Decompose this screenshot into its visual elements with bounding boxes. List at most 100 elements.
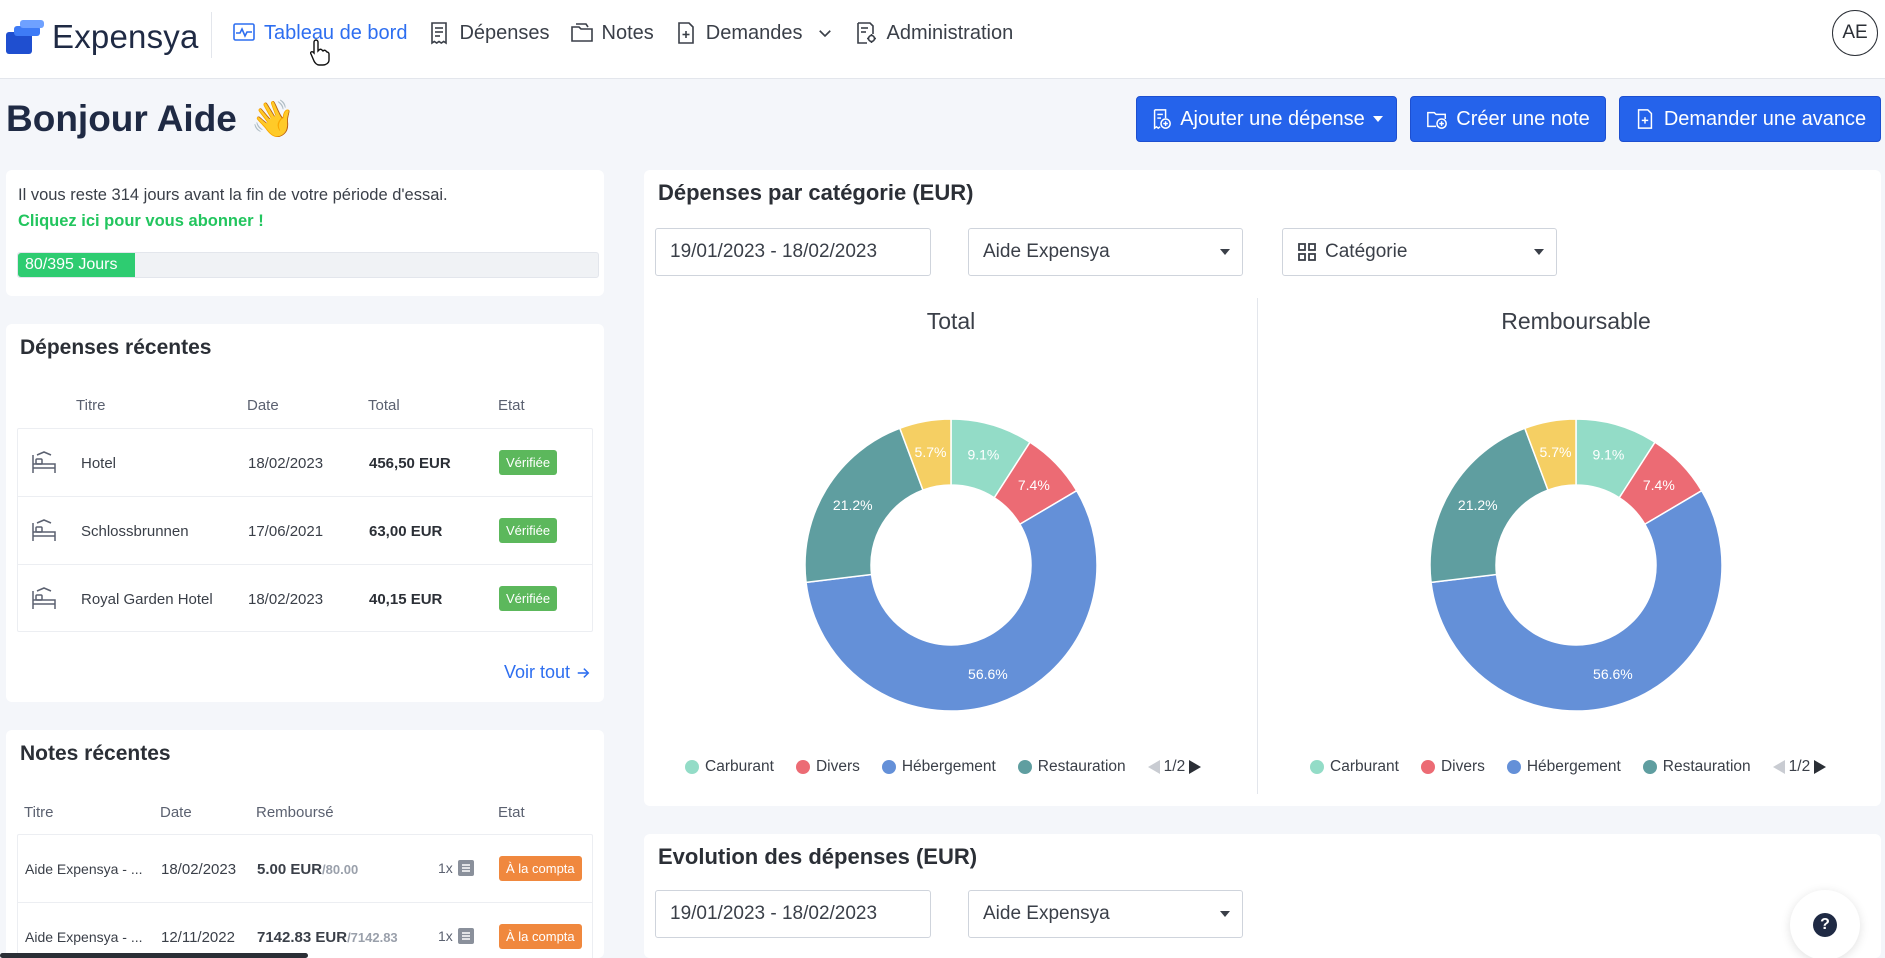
legend-item-hebergement[interactable]: Hébergement: [881, 758, 996, 776]
expense-title: Royal Garden Hotel: [81, 591, 213, 608]
donut-slice-hebergement[interactable]: [805, 489, 1098, 712]
legend-label: Carburant: [705, 758, 774, 775]
app-logo[interactable]: Expensya: [6, 18, 199, 56]
hotel-bed-icon: [32, 587, 56, 609]
legend-label: Hébergement: [1526, 758, 1621, 775]
column-header-title: Titre: [76, 397, 106, 414]
legend-dot: [881, 760, 896, 774]
legend-item-restauration[interactable]: Restauration: [1642, 758, 1751, 776]
table-row[interactable]: Schlossbrunnen 17/06/2021 63,00 EUR Véri…: [18, 497, 592, 565]
donut-slice-hebergement[interactable]: [1430, 489, 1723, 712]
slice-percent-label: 21.2%: [833, 497, 873, 513]
table-row[interactable]: Aide Expensya - ... 12/11/2022 7142.83 E…: [18, 903, 592, 958]
app-name: Expensya: [52, 18, 199, 55]
expensya-logo-icon: [6, 18, 44, 56]
legend-label: Divers: [1440, 758, 1485, 775]
table-row[interactable]: Aide Expensya - ... 18/02/2023 5.00 EUR/…: [18, 835, 592, 903]
expense-title: Hotel: [81, 455, 117, 472]
category-expenses-panel: Dépenses par catégorie (EUR) 19/01/2023 …: [644, 170, 1881, 806]
caret-down-icon: [1534, 249, 1544, 255]
pager-prev-icon[interactable]: [1772, 760, 1785, 774]
table-row[interactable]: Royal Garden Hotel 18/02/2023 40,15 EUR …: [18, 565, 592, 633]
legend-item-carburant[interactable]: Carburant: [1310, 758, 1399, 776]
status-badge: Vérifiée: [499, 586, 558, 611]
selected-user: Aide Expensya: [983, 241, 1110, 262]
hand-cursor-icon: [310, 39, 330, 66]
donut-slice-autre[interactable]: [1523, 418, 1577, 492]
slice-percent-label: 5.7%: [915, 444, 947, 460]
status-badge: À la compta: [499, 856, 582, 881]
nav-item-requests[interactable]: Demandes: [674, 18, 835, 48]
pager-next-icon[interactable]: [1189, 760, 1202, 774]
category-date-range-input[interactable]: 19/01/2023 - 18/02/2023: [655, 228, 931, 276]
expense-date: 18/02/2023: [248, 455, 324, 472]
top-navigation-bar: Expensya Tableau de bord Dépenses Notes …: [0, 0, 1885, 79]
nav-item-administration[interactable]: Administration: [854, 18, 1013, 48]
create-note-button[interactable]: Créer une note: [1410, 96, 1606, 142]
recent-notes-card: Notes récentes Titre Date Remboursé Etat…: [6, 730, 604, 958]
arrow-right-icon: [577, 667, 590, 678]
category-grouping-select[interactable]: Catégorie: [1282, 228, 1557, 276]
slice-percent-label: 9.1%: [967, 447, 999, 463]
column-header-state: Etat: [498, 804, 525, 821]
category-user-select[interactable]: Aide Expensya: [968, 228, 1243, 276]
expense-total: 63,00 EUR: [369, 523, 443, 540]
nav-item-dashboard[interactable]: Tableau de bord: [232, 18, 407, 48]
pager-next-icon[interactable]: [1814, 760, 1827, 774]
list-icon: [457, 860, 474, 876]
total-chart-legend: Carburant Divers Hébergement Restauratio…: [685, 758, 1202, 776]
add-expense-button[interactable]: Ajouter une dépense: [1136, 96, 1397, 142]
note-amount-cell: 5.00 EUR/80.00: [257, 861, 358, 878]
category-panel-title: Dépenses par catégorie (EUR): [658, 180, 974, 205]
view-all-label: Voir tout: [503, 662, 570, 682]
expense-count: 1x: [438, 928, 453, 944]
user-avatar[interactable]: AE: [1832, 10, 1878, 56]
expense-total: 40,15 EUR: [369, 591, 443, 608]
table-row[interactable]: Hotel 18/02/2023 456,50 EUR Vérifiée: [18, 429, 592, 497]
legend-item-carburant[interactable]: Carburant: [685, 758, 774, 776]
nav-item-label: Notes: [601, 21, 654, 44]
waving-hand-emoji: 👋: [250, 98, 296, 139]
column-header-reimbursed: Remboursé: [256, 804, 334, 821]
expense-title: Schlossbrunnen: [81, 523, 189, 540]
donut-slice-restauration[interactable]: [1429, 427, 1549, 584]
note-expense-count: 1x: [438, 927, 475, 945]
legend-dot: [795, 760, 810, 774]
evolution-user-select[interactable]: Aide Expensya: [968, 890, 1243, 938]
caret-down-icon: [1220, 249, 1230, 255]
view-all-link[interactable]: Voir tout: [504, 662, 590, 683]
document-plus-icon: [677, 22, 694, 44]
hotel-bed-icon: [32, 519, 56, 541]
nav-item-label: Dépenses: [459, 21, 550, 44]
note-amount: 7142.83 EUR: [257, 929, 348, 946]
admin-settings-icon: [857, 22, 877, 44]
chart-title-total: Total: [926, 308, 976, 334]
help-button[interactable]: ?: [1790, 890, 1860, 958]
nav-divider: [211, 12, 212, 58]
nav-item-expenses[interactable]: Dépenses: [427, 18, 550, 48]
evolution-date-range-input[interactable]: 19/01/2023 - 18/02/2023: [655, 890, 931, 938]
nav-item-notes[interactable]: Notes: [570, 18, 654, 48]
legend-item-divers[interactable]: Divers: [1420, 758, 1485, 776]
note-total: /80.00: [322, 862, 359, 877]
question-mark-icon: ?: [1813, 913, 1837, 937]
pager-prev-icon[interactable]: [1147, 760, 1160, 774]
legend-item-restauration[interactable]: Restauration: [1017, 758, 1126, 776]
legend-item-hebergement[interactable]: Hébergement: [1506, 758, 1621, 776]
dashboard-icon: [233, 23, 255, 41]
reimbursable-chart-legend: Carburant Divers Hébergement Restauratio…: [1310, 758, 1827, 776]
list-icon: [457, 928, 474, 944]
legend-item-divers[interactable]: Divers: [795, 758, 860, 776]
donut-slice-restauration[interactable]: [804, 427, 924, 584]
slice-percent-label: 21.2%: [1458, 497, 1498, 513]
legend-pager: 1/2: [1147, 758, 1202, 776]
subscribe-link[interactable]: Cliquez ici pour vous abonner !: [18, 212, 264, 230]
slice-percent-label: 7.4%: [1643, 477, 1675, 493]
donut-slice-autre[interactable]: [898, 418, 952, 492]
column-header-date: Date: [160, 804, 192, 821]
horizontal-scrollbar[interactable]: [0, 953, 308, 958]
reimbursable-donut-chart: 9.1% 7.4% 56.6% 21.2% 5.7%: [1429, 418, 1723, 712]
legend-dot: [1642, 760, 1657, 774]
caret-down-icon: [1372, 116, 1383, 122]
request-advance-button[interactable]: Demander une avance: [1619, 96, 1881, 142]
